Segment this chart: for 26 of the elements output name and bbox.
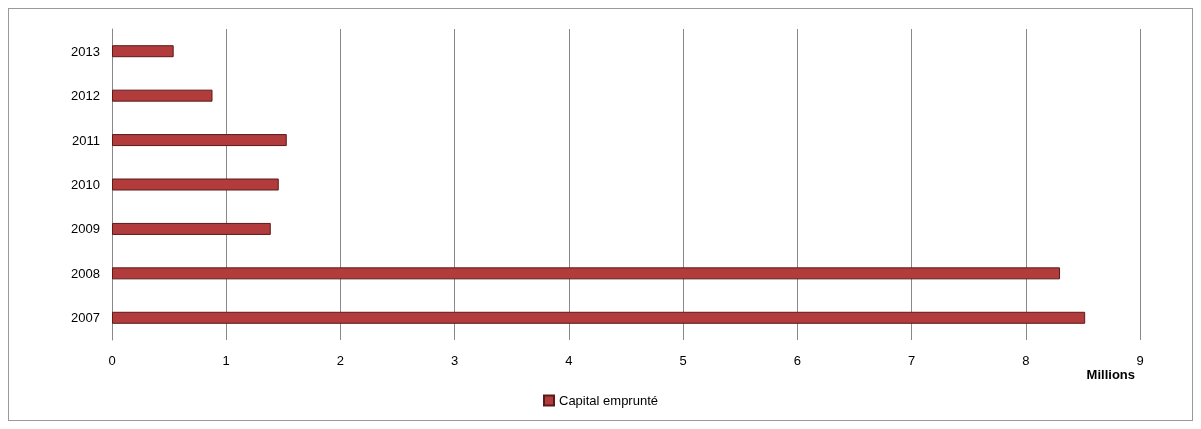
y-tick-label: 2012 [71,88,100,104]
x-tick-label: 8 [1022,353,1030,368]
bar [112,222,271,235]
x-tick-label: 7 [907,353,916,368]
x-axis-title: Millions [1086,367,1135,382]
y-tick-label: 2010 [71,177,100,192]
x-tick-label: 0 [108,353,116,368]
y-tick-label: 2013 [71,43,100,59]
bar [112,134,287,147]
x-tick-label: 3 [451,353,459,368]
bar [112,267,1061,280]
y-tick-label: 2009 [71,221,100,237]
y-tick-label: 2008 [71,265,100,281]
x-tick-label: 4 [565,353,573,368]
legend-label: Capital emprunté [559,393,658,408]
x-tick-label: 1 [222,353,230,368]
x-tick-label: 6 [793,353,801,368]
bar [112,89,213,102]
x-tick-label: 5 [679,353,687,368]
x-tick-label: 2 [336,353,345,368]
y-tick-label: 2007 [71,310,100,326]
bar [112,311,1086,324]
bar [112,178,279,191]
y-tick-label: 2011 [72,132,100,148]
x-tick-label: 9 [1136,353,1144,368]
bar [112,45,174,58]
